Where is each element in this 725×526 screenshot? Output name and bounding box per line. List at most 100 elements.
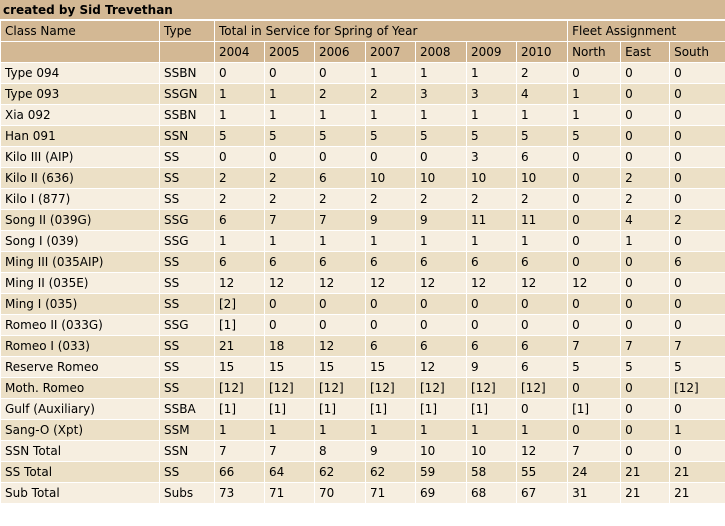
year-count-cell: 0: [466, 293, 517, 315]
fleet-count-cell: 2: [620, 167, 671, 189]
fleet-count-cell: 1: [669, 419, 725, 441]
fleet-count-cell: [1]: [567, 398, 622, 420]
class-name-cell: Xia 092: [0, 104, 160, 126]
fleet-count-cell: 0: [620, 419, 671, 441]
class-name-cell: Song II (039G): [0, 209, 160, 231]
year-count-cell: 2: [365, 83, 416, 105]
class-name-cell: Kilo III (AIP): [0, 146, 160, 168]
year-count-cell: 5: [415, 125, 467, 147]
year-count-cell: 0: [214, 62, 265, 84]
table-row: Song I (039) SSG 1 1 1 1 1 1 1 0 1 0: [0, 230, 725, 252]
year-count-cell: 2: [214, 188, 265, 210]
year-count-cell: 15: [314, 356, 366, 378]
fleet-count-cell: 0: [669, 188, 725, 210]
type-cell: SSBN: [159, 104, 215, 126]
year-count-cell: 2: [264, 167, 315, 189]
fleet-count-cell: 0: [669, 146, 725, 168]
class-name-cell: Reserve Romeo: [0, 356, 160, 378]
header-year: 2005: [264, 41, 315, 63]
year-count-cell: 1: [466, 419, 517, 441]
fleet-count-cell: 0: [620, 377, 671, 399]
fleet-count-cell: 0: [620, 146, 671, 168]
year-count-cell: 0: [415, 146, 467, 168]
class-name-cell: Ming III (035AIP): [0, 251, 160, 273]
fleet-count-cell: 0: [567, 230, 622, 252]
year-count-cell: 0: [365, 314, 416, 336]
year-count-cell: 1: [415, 419, 467, 441]
fleet-count-cell: 0: [620, 83, 671, 105]
table-row: Han 091 SSN 5 5 5 5 5 5 5 5 0 0: [0, 125, 725, 147]
year-count-cell: 5: [466, 125, 517, 147]
type-cell: SSG: [159, 230, 215, 252]
fleet-count-cell: 21: [620, 482, 671, 504]
year-count-cell: 1: [264, 230, 315, 252]
year-count-cell: 0: [214, 146, 265, 168]
year-count-cell: [1]: [214, 398, 265, 420]
year-count-cell: 64: [264, 461, 315, 483]
year-count-cell: 6: [365, 251, 416, 273]
fleet-count-cell: 1: [567, 83, 622, 105]
table-row: Kilo II (636) SS 2 2 6 10 10 10 10 0 2 0: [0, 167, 725, 189]
type-cell: SS: [159, 293, 215, 315]
fleet-count-cell: 7: [669, 335, 725, 357]
year-count-cell: 0: [264, 62, 315, 84]
fleet-count-cell: 7: [567, 440, 622, 462]
year-count-cell: 5: [515, 125, 569, 147]
header-year: 2006: [314, 41, 366, 63]
year-count-cell: 0: [264, 293, 315, 315]
type-cell: SSN: [159, 125, 215, 147]
header-fleet: East: [620, 41, 671, 63]
class-name-cell: Type 094: [0, 62, 160, 84]
fleet-count-cell: 0: [669, 62, 725, 84]
year-count-cell: 7: [264, 440, 315, 462]
type-cell: SS: [159, 272, 215, 294]
table-row: Gulf (Auxiliary) SSBA [1] [1] [1] [1] [1] [1] 0[…: [0, 398, 725, 420]
year-count-cell: 0: [515, 314, 569, 336]
fleet-count-cell: 0: [567, 62, 622, 84]
table-row: Sub Total Subs 73 71 70 71 69 68 67 31 21 21: [0, 482, 725, 504]
class-name-cell: Moth. Romeo: [0, 377, 160, 399]
table-row: Type 093 SSGN 1 1 2 2 3 3 4 1 0 0: [0, 83, 725, 105]
year-count-cell: 71: [365, 482, 416, 504]
year-count-cell: 0: [314, 146, 366, 168]
year-count-cell: 1: [365, 104, 416, 126]
year-count-cell: 6: [515, 146, 569, 168]
year-count-cell: 10: [415, 440, 467, 462]
year-count-cell: [1]: [365, 398, 416, 420]
class-name-cell: Romeo I (033): [0, 335, 160, 357]
fleet-count-cell: 0: [567, 377, 622, 399]
fleet-count-cell: [12]: [669, 377, 725, 399]
type-cell: SSBN: [159, 62, 215, 84]
class-name-cell: SS Total: [0, 461, 160, 483]
fleet-count-cell: 0: [669, 125, 725, 147]
fleet-count-cell: 31: [567, 482, 622, 504]
year-count-cell: 9: [415, 209, 467, 231]
year-count-cell: 1: [415, 104, 467, 126]
table-row: Romeo II (033G) SSG [1] 0 0 0 0 0 0 0 0 0: [0, 314, 725, 336]
year-count-cell: 1: [314, 230, 366, 252]
header-total-in-service: Total in Service for Spring of Year: [213, 20, 569, 42]
fleet-count-cell: 0: [620, 62, 671, 84]
year-count-cell: [1]: [415, 398, 467, 420]
year-count-cell: 15: [264, 356, 315, 378]
fleet-count-cell: 4: [620, 209, 671, 231]
year-count-cell: [1]: [466, 398, 517, 420]
year-count-cell: 6: [515, 356, 569, 378]
year-count-cell: 1: [264, 83, 315, 105]
fleet-count-cell: 0: [669, 230, 725, 252]
year-count-cell: 2: [365, 188, 416, 210]
type-cell: SSN: [159, 440, 215, 462]
year-count-cell: 0: [515, 398, 569, 420]
year-count-cell: [12]: [214, 377, 265, 399]
class-name-cell: Type 093: [0, 83, 160, 105]
year-count-cell: 1: [314, 104, 366, 126]
class-name-cell: Han 091: [0, 125, 160, 147]
year-count-cell: 1: [515, 230, 569, 252]
year-count-cell: 59: [415, 461, 467, 483]
table-row: Kilo III (AIP) SS 0 0 0 0 0 3 6 0 0 0: [0, 146, 725, 168]
table-caption: created by Sid Trevethan: [0, 0, 725, 20]
fleet-count-cell: 0: [567, 209, 622, 231]
year-count-cell: 0: [415, 314, 467, 336]
table-row: Xia 092 SSBN 1 1 1 1 1 1 1 1 0 0: [0, 104, 725, 126]
fleet-count-cell: 0: [567, 188, 622, 210]
